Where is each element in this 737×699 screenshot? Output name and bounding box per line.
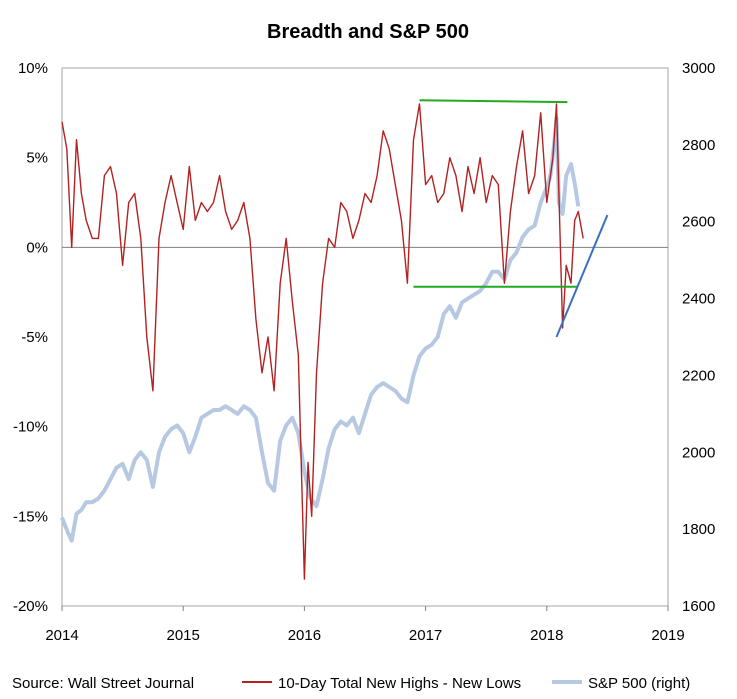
y-left-tick-label: -20% [13, 598, 48, 615]
y-right-tick-label: 2600 [682, 214, 715, 231]
trend-line-0 [419, 99, 568, 104]
series-line-sp500 [60, 116, 581, 543]
y-right-tick-label: 1600 [682, 598, 715, 615]
x-tick-label: 2015 [167, 627, 200, 644]
y-right-tick-label: 2400 [682, 291, 715, 308]
y-left-tick-label: 5% [26, 150, 48, 167]
trend-lines [413, 99, 609, 338]
legend-label-sp500: S&P 500 (right) [588, 675, 690, 692]
y-right-tick-label: 3000 [682, 60, 715, 77]
y-right-tick-label: 2800 [682, 137, 715, 154]
y-right-tick-label: 1800 [682, 521, 715, 538]
x-tick-label: 2014 [45, 627, 78, 644]
plot-area [61, 67, 669, 607]
x-tick-label: 2019 [651, 627, 684, 644]
y-right-tick-label: 2000 [682, 444, 715, 461]
y-left-tick-label: -5% [21, 329, 48, 346]
y-left-axis-ticks: 10% 5% 0% -5% -10% -15% -20% [13, 60, 48, 615]
legend: Source: Wall Street Journal 10-Day Total… [12, 675, 690, 692]
x-tick-label: 2017 [409, 627, 442, 644]
y-left-tick-label: 0% [26, 239, 48, 256]
y-left-tick-label: -15% [13, 508, 48, 525]
legend-label-breadth: 10-Day Total New Highs - New Lows [278, 675, 521, 692]
y-right-axis-ticks: 3000 2800 2600 2400 2200 2000 1800 1600 [682, 60, 715, 615]
chart-title: Breadth and S&P 500 [267, 21, 469, 43]
series-layer [60, 103, 584, 580]
trend-line-2 [555, 214, 609, 338]
x-tick-label: 2018 [530, 627, 563, 644]
x-axis-ticks: 2014 2015 2016 2017 2018 2019 [45, 606, 685, 644]
x-tick-label: 2016 [288, 627, 321, 644]
series-line-breadth [61, 103, 584, 580]
y-left-tick-label: 10% [18, 60, 48, 77]
y-left-tick-label: -10% [13, 419, 48, 436]
y-right-tick-label: 2200 [682, 367, 715, 384]
source-label: Source: Wall Street Journal [12, 675, 194, 692]
